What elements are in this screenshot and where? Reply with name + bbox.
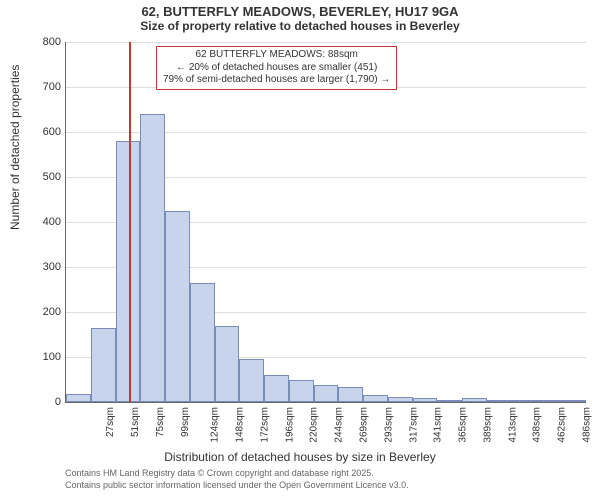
x-tick-label: 462sqm [557, 407, 568, 443]
title-block: 62, BUTTERFLY MEADOWS, BEVERLEY, HU17 9G… [0, 4, 600, 33]
bar [116, 141, 141, 402]
x-tick-label: 389sqm [482, 407, 493, 443]
x-tick-label: 486sqm [581, 407, 592, 443]
bar [437, 400, 462, 402]
y-tick-label: 0 [35, 396, 61, 408]
bar [239, 359, 264, 402]
y-tick-label: 400 [35, 216, 61, 228]
bar [487, 400, 512, 402]
y-tick-label: 300 [35, 261, 61, 273]
x-tick-label: 124sqm [210, 407, 221, 443]
bar [264, 375, 289, 402]
x-tick-label: 196sqm [284, 407, 295, 443]
footer-line2: Contains public sector information licen… [65, 480, 409, 492]
y-tick-label: 100 [35, 351, 61, 363]
footer-line1: Contains HM Land Registry data © Crown c… [65, 468, 409, 480]
x-tick-label: 269sqm [359, 407, 370, 443]
bar [140, 114, 165, 402]
x-tick-label: 413sqm [507, 407, 518, 443]
bar [215, 326, 240, 403]
title-line2: Size of property relative to detached ho… [0, 19, 600, 33]
x-tick-label: 220sqm [309, 407, 320, 443]
annotation-line: 62 BUTTERFLY MEADOWS: 88sqm [163, 49, 390, 62]
y-tick-label: 700 [35, 81, 61, 93]
x-tick-label: 341sqm [433, 407, 444, 443]
x-tick-label: 438sqm [532, 407, 543, 443]
x-tick-label: 244sqm [334, 407, 345, 443]
x-tick-label: 293sqm [383, 407, 394, 443]
y-tick-label: 200 [35, 306, 61, 318]
bar [314, 385, 339, 402]
y-tick-label: 600 [35, 126, 61, 138]
bars [66, 42, 586, 402]
footer: Contains HM Land Registry data © Crown c… [65, 468, 409, 491]
bar [363, 395, 388, 402]
bar [462, 398, 487, 403]
annotation-box: 62 BUTTERFLY MEADOWS: 88sqm← 20% of deta… [156, 46, 397, 90]
bar [338, 387, 363, 402]
x-tick-label: 172sqm [260, 407, 271, 443]
bar [91, 328, 116, 402]
bar [190, 283, 215, 402]
y-axis-label: Number of detached properties [8, 65, 22, 230]
bar [512, 400, 537, 402]
bar [165, 211, 190, 402]
x-tick-label: 51sqm [130, 407, 141, 437]
bar [289, 380, 314, 402]
x-tick-label: 148sqm [235, 407, 246, 443]
x-tick-label: 317sqm [408, 407, 419, 443]
bar [413, 398, 438, 402]
x-tick-label: 99sqm [180, 407, 191, 437]
x-tick-label: 75sqm [155, 407, 166, 437]
x-tick-label: 27sqm [105, 407, 116, 437]
annotation-line: 79% of semi-detached houses are larger (… [163, 74, 390, 87]
bar [561, 400, 586, 402]
annotation-line: ← 20% of detached houses are smaller (45… [163, 62, 390, 75]
y-tick-label: 800 [35, 36, 61, 48]
bar [66, 394, 91, 402]
chart-container: 62, BUTTERFLY MEADOWS, BEVERLEY, HU17 9G… [0, 0, 600, 500]
bar [536, 400, 561, 402]
x-axis-label: Distribution of detached houses by size … [0, 450, 600, 464]
bar [388, 397, 413, 402]
title-line1: 62, BUTTERFLY MEADOWS, BEVERLEY, HU17 9G… [0, 4, 600, 19]
x-tick-label: 365sqm [458, 407, 469, 443]
y-tick-label: 500 [35, 171, 61, 183]
plot-area: 62 BUTTERFLY MEADOWS: 88sqm← 20% of deta… [65, 42, 586, 403]
